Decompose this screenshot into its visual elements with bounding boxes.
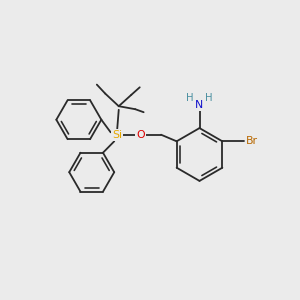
Text: H: H (186, 93, 194, 103)
Text: Si: Si (112, 130, 122, 140)
Text: N: N (195, 100, 204, 110)
Text: O: O (136, 130, 145, 140)
Text: Br: Br (245, 136, 257, 146)
Text: H: H (206, 93, 213, 103)
